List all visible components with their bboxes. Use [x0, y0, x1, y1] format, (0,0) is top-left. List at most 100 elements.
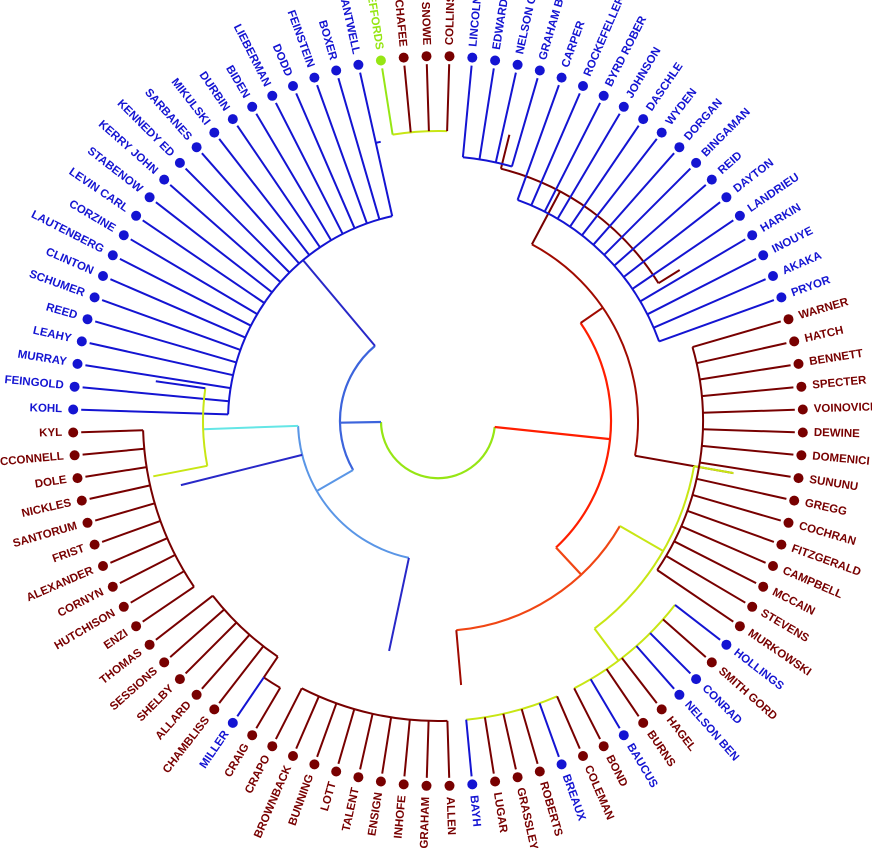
branch-link — [169, 184, 282, 283]
branch-link — [699, 461, 791, 478]
leaf-dot — [789, 495, 800, 506]
branch-link — [89, 484, 151, 500]
branch-link — [701, 386, 794, 398]
leaf-label: AKAKA — [781, 250, 824, 278]
leaf-label: HATCH — [804, 325, 845, 345]
branch-link — [255, 113, 332, 241]
leaf-label: LOTT — [319, 780, 339, 812]
branch-link — [155, 594, 214, 641]
leaf-dot — [747, 601, 758, 612]
branch-link — [359, 72, 394, 217]
leaf-dot — [512, 59, 523, 70]
leaf-dot — [76, 495, 87, 506]
branch-link — [569, 125, 640, 228]
democratic-clade-link — [339, 420, 382, 424]
branch-link — [82, 447, 145, 456]
dendrogram-branches — [81, 64, 795, 778]
leaf-dot — [69, 381, 80, 392]
leaf-label: LEAHY — [32, 325, 73, 345]
leaf-label: REED — [45, 301, 79, 321]
leaf-dot — [288, 81, 298, 91]
leaf-dot — [118, 601, 129, 612]
leaf-label: NICKLES — [21, 497, 73, 520]
branch-arc — [375, 140, 381, 144]
branch-link — [101, 519, 161, 543]
branch-arc — [656, 346, 705, 571]
leaf-dot — [398, 52, 409, 63]
branch-arc — [466, 695, 558, 721]
leaf-label: DEWINE — [814, 427, 861, 440]
branch-arc — [392, 130, 448, 136]
leaf-label: BOXER — [316, 19, 339, 62]
branch-link — [295, 93, 356, 229]
branch-link — [702, 428, 795, 434]
branch-link — [461, 65, 473, 158]
leaf-label: BREAUX — [560, 773, 588, 823]
leaf-label: BENNETT — [808, 348, 864, 368]
branch-link — [218, 645, 265, 704]
branch-link — [613, 184, 707, 267]
branch-link — [119, 258, 252, 327]
leaf-dot — [209, 127, 220, 138]
branch-link — [94, 502, 155, 522]
branch-link — [337, 708, 356, 765]
leaf-dot — [691, 674, 702, 685]
leaf-dot — [72, 358, 83, 369]
leaf-label: KOHL — [29, 402, 62, 415]
leaf-label: CANTWELL — [336, 0, 362, 55]
leaf-dot — [618, 730, 629, 741]
swing-clade-arc — [593, 465, 696, 630]
leaf-dot — [107, 581, 118, 592]
leaf-label: MCCONNELL — [0, 450, 64, 469]
branch-arc — [462, 156, 513, 168]
leaf-dot — [247, 730, 258, 741]
leaf-label: MURRAY — [17, 349, 68, 369]
branch-arc — [142, 430, 195, 588]
leaf-label: BAYH — [467, 795, 482, 828]
branch-link — [520, 708, 539, 765]
republican-clade-arc — [555, 322, 613, 549]
leaf-dot — [267, 90, 278, 101]
branch-link — [665, 555, 746, 604]
leaf-dot — [131, 210, 142, 221]
branch-link — [662, 618, 707, 658]
leaf-dot — [796, 450, 807, 461]
leaf-dot — [691, 157, 702, 168]
root-arc — [379, 421, 496, 480]
leaf-dot — [706, 174, 717, 185]
leaf-dot — [375, 776, 386, 787]
branch-link — [696, 342, 787, 365]
branch-arc — [265, 215, 393, 302]
leaf-dot — [144, 639, 155, 650]
leaf-dot — [578, 751, 588, 761]
conservative-block-arc — [531, 243, 640, 456]
leaf-dot — [209, 704, 220, 715]
leaf-dot — [776, 292, 787, 303]
branch-link — [119, 554, 176, 584]
branch-link — [153, 464, 208, 478]
leaf-label: SANTORUM — [12, 520, 79, 550]
leaf-dot — [758, 250, 769, 261]
branch-link — [201, 634, 251, 690]
leaf-dot — [783, 517, 794, 528]
leaf-label: REID — [716, 150, 745, 177]
branch-arc — [227, 299, 267, 415]
leaf-dot — [793, 358, 804, 369]
leaf-label: GRASSLEY — [514, 787, 540, 848]
leaf-dot — [267, 741, 278, 752]
branch-link — [656, 569, 734, 623]
liberal-block-link — [302, 259, 376, 347]
leaf-dot — [227, 114, 238, 125]
leaf-dot — [797, 427, 808, 438]
leaf-dot — [768, 271, 778, 281]
branch-link — [203, 424, 299, 431]
leaf-label: LUGAR — [491, 791, 509, 834]
leaf-label: SNOWE — [419, 2, 432, 46]
leaf-dot — [656, 704, 667, 715]
branch-link — [502, 713, 517, 770]
leaf-dot — [118, 230, 129, 241]
branch-link — [693, 465, 734, 475]
leaf-label: ENSIGN — [366, 791, 385, 836]
leaf-dot — [758, 581, 769, 592]
leaf-label: NELSON CLA — [514, 0, 542, 55]
